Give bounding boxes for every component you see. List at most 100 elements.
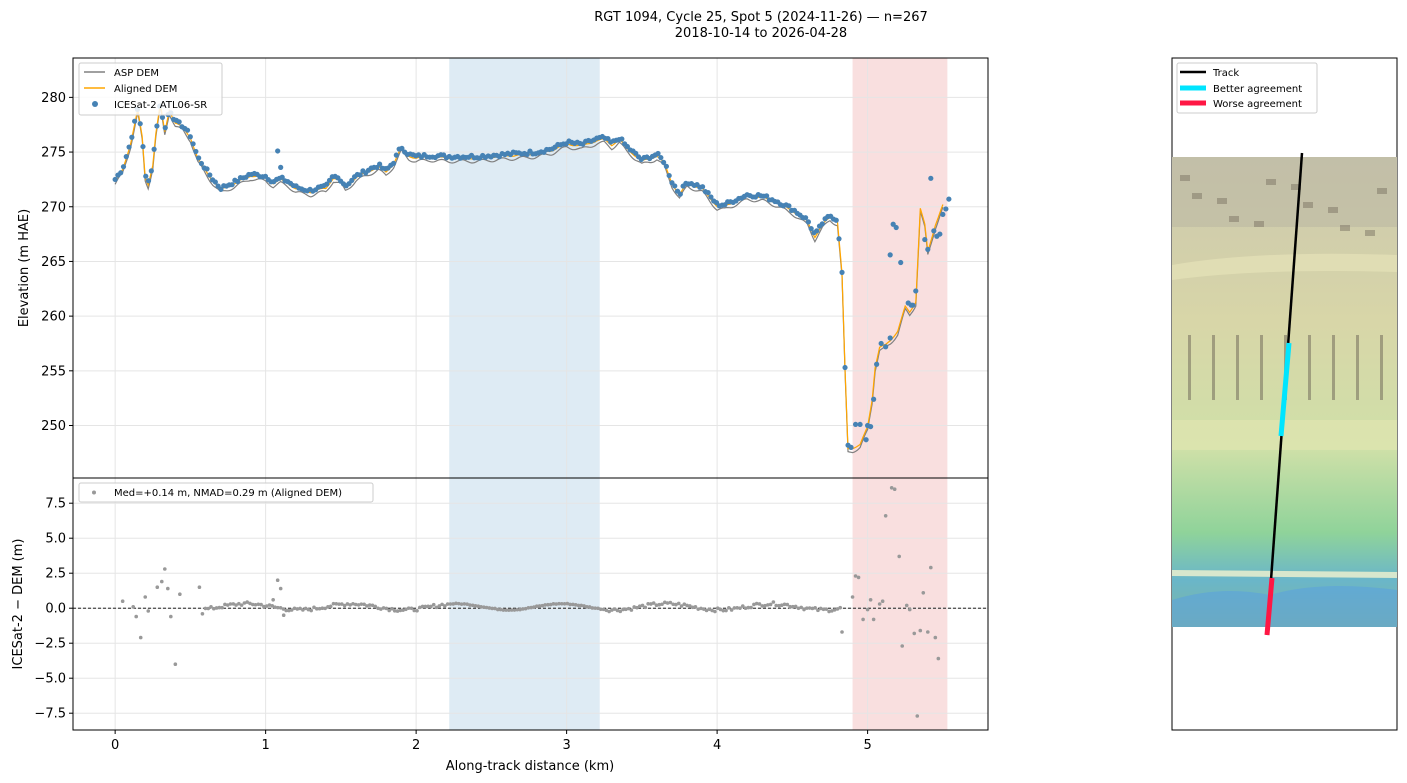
- resid-y-tick-label: −7.5: [34, 707, 66, 722]
- elev-y-tick-label: 260: [41, 310, 66, 325]
- residual-point: [138, 635, 143, 640]
- residual-point: [596, 606, 600, 611]
- residual-point: [560, 601, 564, 606]
- icesat-point: [145, 178, 152, 184]
- residual-point: [317, 606, 322, 611]
- map-building: [1380, 335, 1383, 400]
- icesat-point: [235, 178, 241, 185]
- icesat-point: [198, 160, 205, 167]
- icesat-point: [151, 146, 157, 152]
- residual-point: [735, 606, 740, 610]
- residual-point: [912, 631, 917, 636]
- residual-point: [359, 602, 364, 606]
- icesat-point: [132, 118, 138, 124]
- elev-y-tick-label: 270: [41, 200, 66, 215]
- residual-point: [223, 602, 227, 607]
- residual-point: [573, 603, 578, 607]
- asp-dem-line: [114, 106, 944, 454]
- residual-point: [275, 578, 280, 582]
- residual-point: [429, 604, 433, 609]
- residual-point: [337, 602, 341, 606]
- residual-point: [853, 574, 858, 578]
- map-building: [1180, 175, 1190, 181]
- residual-point: [295, 607, 300, 611]
- residual-point: [470, 603, 475, 608]
- residual-point: [768, 602, 773, 607]
- residual-point: [287, 608, 291, 613]
- residual-point: [521, 607, 525, 611]
- residual-point: [793, 604, 798, 609]
- residual-point: [312, 605, 316, 610]
- residual-point: [548, 602, 553, 607]
- residual-point: [657, 602, 662, 607]
- elev-y-tick-label: 250: [41, 419, 66, 434]
- resid-y-tick-label: 0.0: [45, 602, 66, 617]
- residual-point: [490, 606, 494, 611]
- residual-point: [880, 599, 885, 603]
- residual-point: [173, 662, 178, 666]
- icesat-point: [229, 182, 235, 188]
- residual-point: [679, 604, 684, 608]
- residual-panel: −7.5 −5.0 −2.5 0.0 2.5 5.0 7.5 0 1 2 3 4 5 ICESat-2…: [11, 477, 989, 774]
- residual-point: [643, 605, 648, 610]
- icesat-point: [808, 225, 814, 232]
- icesat-point: [863, 437, 869, 443]
- residual-point: [632, 605, 636, 609]
- residual-point: [738, 606, 742, 610]
- residual-point: [774, 603, 778, 608]
- residual-point: [696, 607, 701, 611]
- residual-point: [507, 608, 511, 612]
- legend-icesat-swatch: [92, 101, 98, 107]
- residual-point: [493, 606, 497, 611]
- icesat-point: [946, 196, 952, 202]
- residual-point: [476, 604, 481, 608]
- residual-point: [342, 603, 347, 608]
- residual-point: [440, 602, 444, 607]
- residual-point: [562, 602, 567, 606]
- residual-point: [231, 602, 236, 606]
- residual-point: [850, 595, 855, 599]
- residual-point: [610, 608, 614, 612]
- residual-point: [704, 608, 709, 613]
- residual-point: [551, 602, 556, 606]
- residual-point: [540, 603, 545, 608]
- residual-point: [796, 606, 801, 611]
- residual-point: [225, 603, 230, 607]
- residual-point: [200, 612, 205, 616]
- residual-point: [334, 602, 339, 606]
- x-tick-label: 0: [111, 738, 119, 753]
- residual-point: [907, 607, 912, 612]
- icesat-point: [190, 141, 196, 147]
- residual-point: [523, 606, 528, 611]
- residual-point: [381, 606, 386, 610]
- residual-point: [159, 579, 164, 584]
- residual-point: [351, 601, 355, 606]
- elev-y-tick-label: 275: [41, 146, 66, 161]
- resid-y-tick-label: 5.0: [45, 532, 66, 547]
- residual-point: [456, 601, 461, 606]
- residual-point: [721, 608, 726, 613]
- residual-point: [929, 565, 933, 570]
- residual-point: [367, 603, 372, 607]
- icesat-point: [922, 236, 928, 243]
- icesat-point: [193, 148, 199, 155]
- residual-point: [713, 609, 717, 614]
- icesat-point: [196, 155, 202, 161]
- icesat-point: [633, 150, 639, 156]
- x-tick-label: 2: [412, 738, 420, 753]
- residual-point: [131, 605, 135, 609]
- residual-point: [228, 602, 233, 606]
- residual-point: [353, 602, 358, 607]
- map-building: [1308, 335, 1311, 400]
- icesat-point: [140, 143, 146, 150]
- residual-point: [760, 604, 765, 608]
- icesat-point: [699, 184, 706, 190]
- span-red-botSpans: [852, 478, 948, 730]
- elev-y-tick-label: 280: [41, 91, 66, 106]
- residual-point: [607, 609, 611, 614]
- residual-point: [314, 607, 319, 611]
- elev-y-tick-label: 255: [41, 364, 66, 379]
- residual-legend: Med=+0.14 m, NMAD=0.29 m (Aligned DEM): [78, 482, 374, 503]
- residual-point: [693, 604, 698, 609]
- residual-point: [143, 595, 148, 599]
